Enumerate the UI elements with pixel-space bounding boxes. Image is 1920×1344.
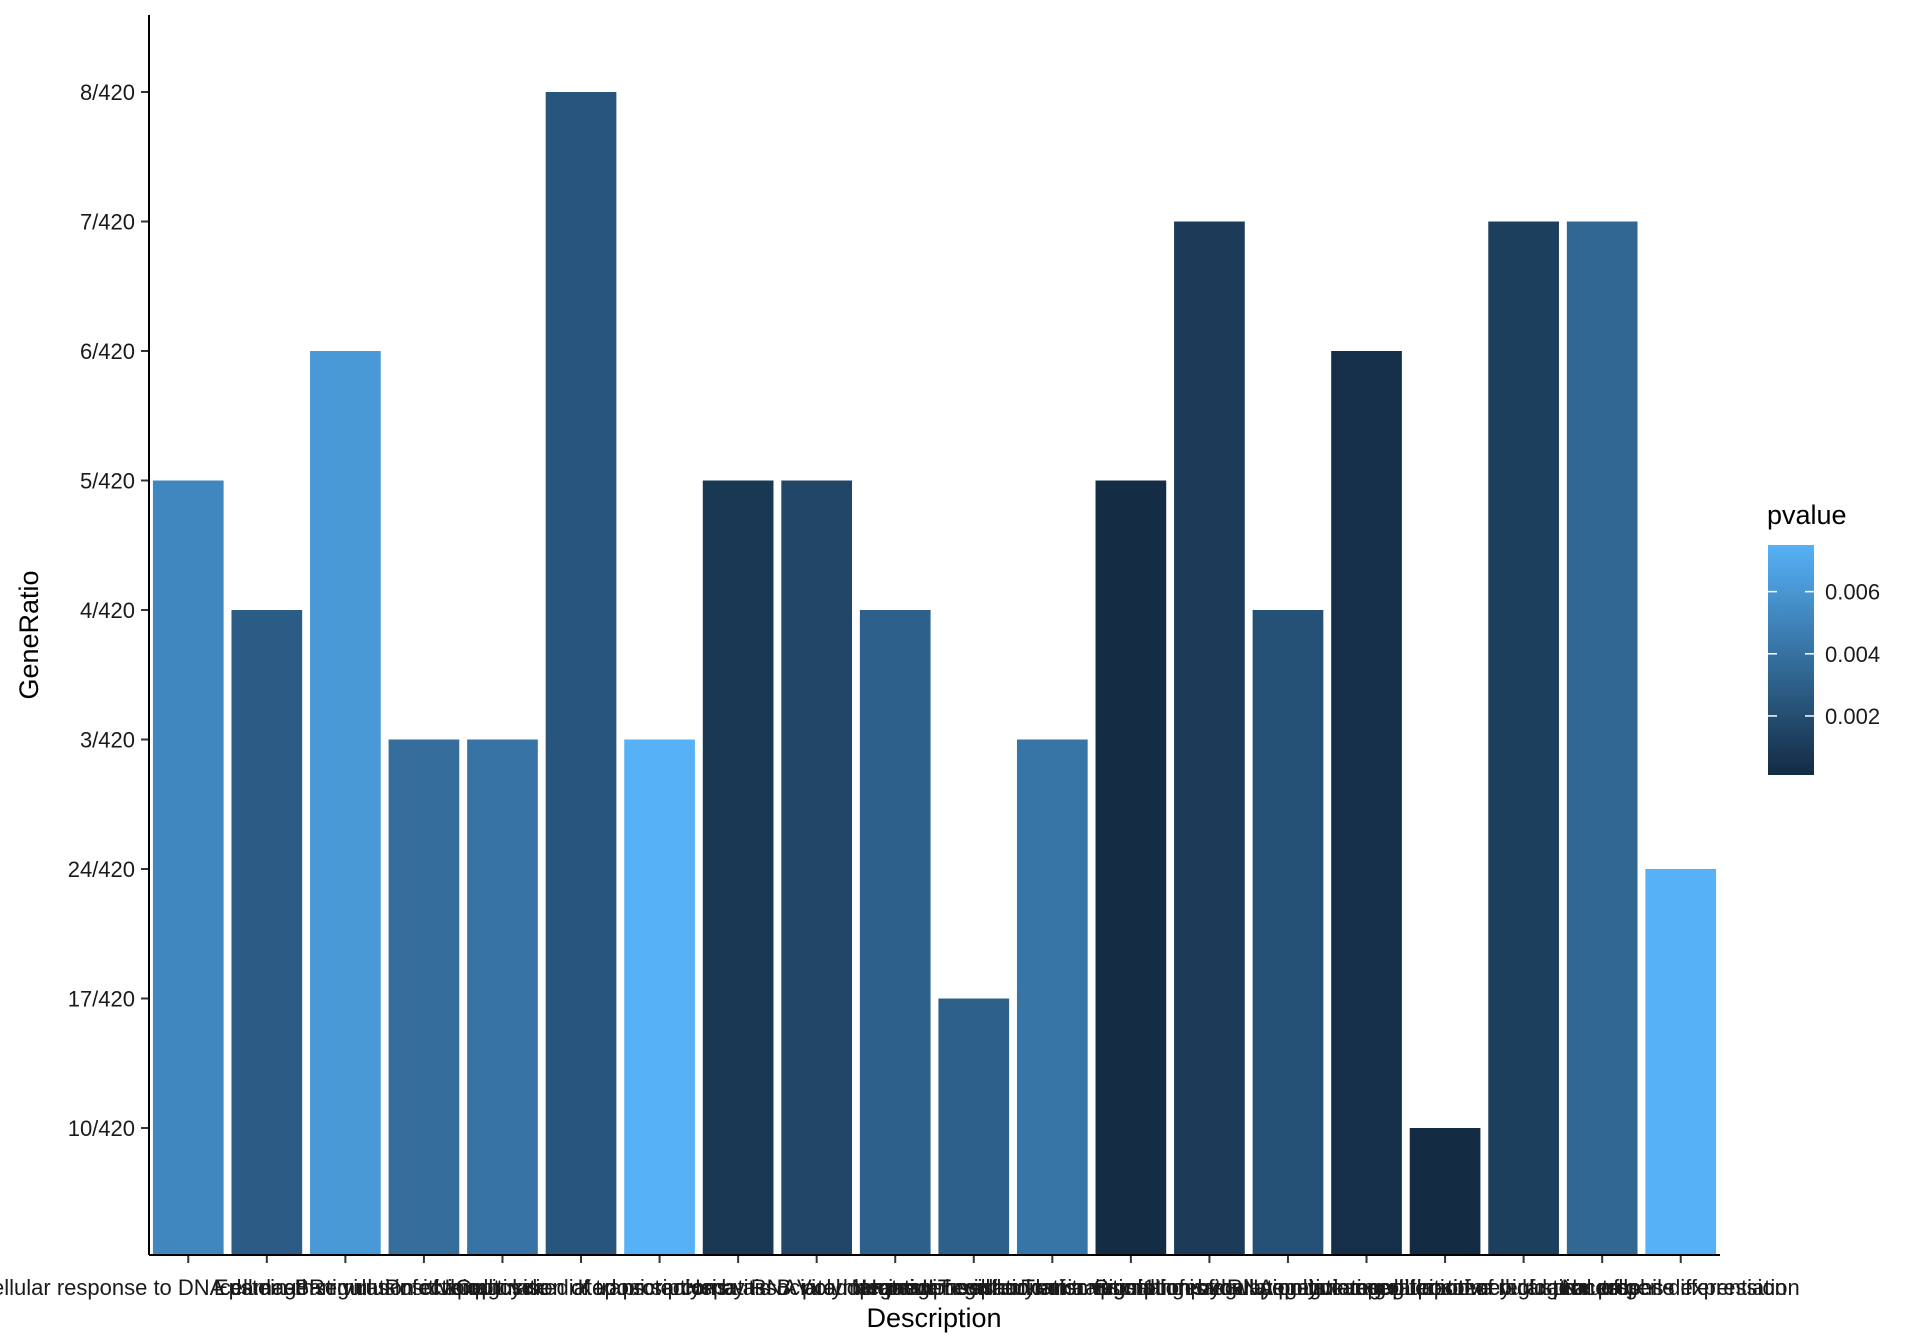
bar-13 [1174, 221, 1245, 1255]
x-tick-label: positive regulation of gene expression [1417, 1275, 1786, 1300]
y-axis-ticks: 10/420 17/420 24/420 3/420 4/420 5/420 6/420 7/… [68, 80, 149, 1141]
bar-8 [781, 480, 853, 1255]
bar-18 [1566, 221, 1638, 1255]
bar-2 [310, 351, 381, 1255]
y-tick-label: 17/420 [68, 987, 135, 1012]
y-tick-label: 24/420 [68, 857, 135, 882]
bar-7 [702, 480, 774, 1255]
bar-6 [624, 739, 695, 1255]
y-tick-label: 4/420 [80, 598, 135, 623]
x-axis-ticks: cellular response to DNA damage stimulus… [0, 1255, 1800, 1300]
y-tick-label: 6/420 [80, 339, 135, 364]
bar-11 [1016, 739, 1088, 1255]
x-axis-title: Description [866, 1303, 1001, 1333]
x-tick-label: Regulation of apoptosis [309, 1275, 539, 1300]
x-tick-label: negative regulation of cellular process [1260, 1275, 1629, 1300]
x-tick-label: Signaling pathways regulating pluripoten… [1094, 1275, 1639, 1300]
x-tick-label: regulation of biological process [1373, 1275, 1675, 1300]
bar-1 [231, 610, 303, 1255]
x-tick-label: Viral carcinogenesis [797, 1275, 993, 1300]
bar-17 [1488, 221, 1559, 1255]
x-tick-label: Hepatitis B [685, 1275, 791, 1300]
x-tick-label: Transcriptional misregulation in cancer [1022, 1275, 1398, 1300]
x-tick-label: Cell cycle [455, 1275, 549, 1300]
y-tick-label: 5/420 [80, 469, 135, 494]
x-tick-label: Negative regulation of transcription by … [851, 1275, 1410, 1300]
bar-12 [1095, 480, 1167, 1255]
x-tick-label: Positive regulation of transcription by … [385, 1275, 934, 1300]
legend-tick-label: 0.002 [1825, 704, 1880, 729]
legend-colorbar [1768, 545, 1814, 775]
legend-ticks: 0.002 0.004 0.006 [1768, 580, 1880, 729]
x-tick-label: cell death [220, 1275, 314, 1300]
legend: pvalue 0.002 0.004 0.006 [1767, 500, 1880, 775]
x-tick-label: regulation of cell population proliferat… [1094, 1275, 1483, 1300]
bar-16 [1409, 1128, 1481, 1255]
x-tick-label: Human T-cell leukemia virus 1 infection [861, 1275, 1243, 1300]
y-axis-title: GeneRatio [14, 570, 44, 699]
bar-14 [1252, 610, 1324, 1255]
bar-3 [388, 739, 460, 1255]
bar-10 [938, 998, 1010, 1255]
bar-5 [545, 92, 617, 1255]
x-tick-label: Neutrophil differentiation [1562, 1275, 1800, 1300]
bar-9 [859, 610, 931, 1255]
x-tick-label: Epstein-Barr virus infection [214, 1275, 477, 1300]
legend-tick-label: 0.006 [1825, 580, 1880, 605]
legend-tick-label: 0.004 [1825, 642, 1880, 667]
bar-0 [152, 480, 224, 1255]
x-tick-label: Ubiquitin mediated proteolysis [434, 1275, 728, 1300]
y-tick-label: 3/420 [80, 728, 135, 753]
bars-group [152, 92, 1717, 1255]
legend-title: pvalue [1767, 500, 1847, 530]
bar-19 [1645, 869, 1717, 1255]
bar-4 [467, 739, 538, 1255]
y-tick-label: 8/420 [80, 80, 135, 105]
bar-15 [1331, 351, 1402, 1255]
x-tick-label: cellular response to DNA damage stimulus [0, 1275, 396, 1300]
y-tick-label: 10/420 [68, 1116, 135, 1141]
y-tick-label: 7/420 [80, 210, 135, 235]
x-tick-label: Kaposi sarcoma-associated herpesvirus in… [578, 1275, 1056, 1300]
x-tick-label: protein phosphorylation [859, 1275, 1088, 1300]
